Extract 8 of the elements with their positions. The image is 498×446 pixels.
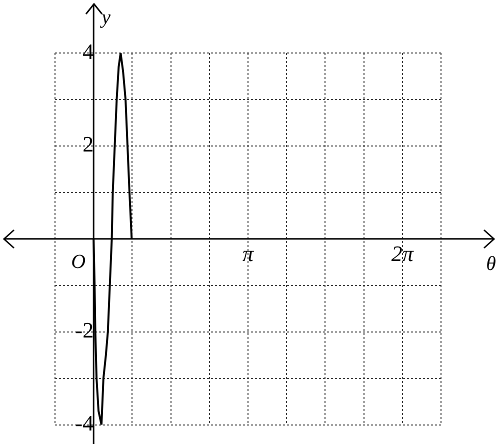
y-tick-label: -2: [75, 318, 94, 343]
x-tick-label: π: [242, 240, 254, 266]
x-axis-title: θ: [486, 253, 496, 276]
y-tick-label: 2: [82, 132, 94, 157]
annotation: O: [71, 251, 86, 274]
y-axis-title: y: [100, 6, 111, 28]
x-tick-label: 2π: [391, 240, 414, 266]
y-tick-label: -4: [75, 410, 94, 436]
